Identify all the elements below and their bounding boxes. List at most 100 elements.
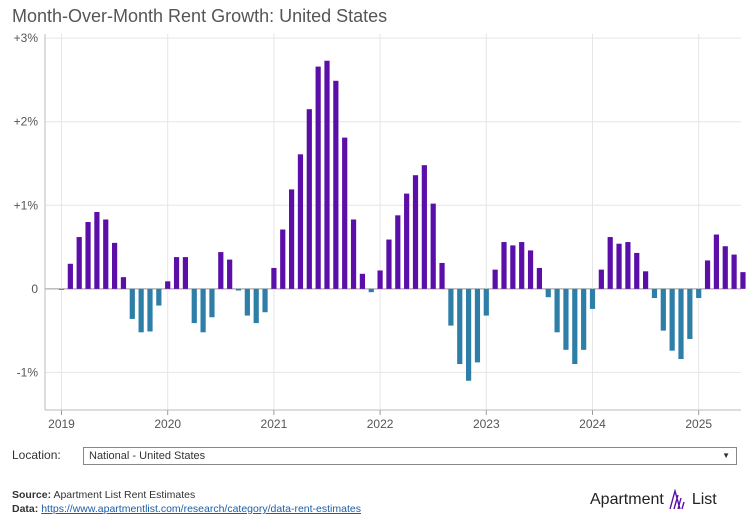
data-bar [165, 281, 171, 289]
data-bar [589, 288, 596, 309]
data-bar [696, 288, 702, 299]
data-bar [466, 288, 472, 381]
data-bar [395, 215, 401, 289]
data-bar [173, 257, 180, 289]
data-bar [448, 288, 454, 326]
data-bar [687, 288, 693, 339]
x-tick-label: 2022 [367, 417, 394, 431]
data-bar [474, 288, 481, 363]
data-bar [85, 222, 91, 289]
y-tick-label: +1% [14, 198, 39, 212]
data-bar [563, 288, 569, 350]
data-bar [527, 250, 534, 289]
data-bar [607, 237, 613, 289]
data-bar [501, 242, 507, 289]
data-bar [94, 211, 100, 289]
data-bar [280, 229, 286, 289]
data-bar [704, 260, 711, 289]
data-bar [536, 267, 542, 289]
data-bar [713, 234, 719, 289]
data-bar [191, 288, 197, 324]
x-tick-label: 2021 [261, 417, 288, 431]
data-bar [262, 288, 268, 313]
data-bar [669, 288, 675, 351]
data-bar [634, 252, 640, 289]
data-bar [581, 288, 587, 350]
x-tick-label: 2023 [473, 417, 500, 431]
data-bar [129, 288, 135, 319]
data-bar [120, 277, 127, 289]
data-bar [227, 259, 233, 289]
data-bar [492, 269, 498, 289]
data-bar [253, 288, 259, 324]
data-bar [289, 189, 295, 289]
data-bar [333, 80, 339, 289]
data-bar [457, 288, 463, 365]
location-select[interactable]: National - United States ▼ [83, 447, 737, 465]
data-bar [235, 288, 242, 291]
y-tick-label: +3% [14, 31, 39, 45]
data-bar [182, 257, 188, 289]
data-bar [156, 288, 162, 306]
data-bar [740, 272, 746, 289]
location-selected-value: National - United States [89, 450, 206, 462]
data-bar [297, 154, 304, 289]
data-bar [103, 219, 109, 289]
x-tick-label: 2025 [685, 417, 712, 431]
data-bar [421, 165, 427, 289]
data-bar [218, 252, 224, 289]
data-bar [386, 239, 392, 289]
chevron-down-icon[interactable]: ▼ [722, 451, 730, 460]
location-label: Location: [12, 448, 61, 462]
chart-title: Month-Over-Month Rent Growth: United Sta… [12, 6, 388, 26]
data-bar [412, 175, 419, 289]
data-bar [147, 288, 153, 332]
data-bar [315, 66, 321, 289]
data-bar [368, 288, 374, 293]
data-bar [350, 219, 357, 289]
data-bar [112, 242, 118, 289]
data-bar [244, 288, 250, 316]
logo-word-list: List [691, 491, 717, 508]
data-bar [483, 288, 489, 316]
data-link[interactable]: https://www.apartmentlist.com/research/c… [41, 503, 361, 515]
x-tick-label: 2019 [48, 417, 75, 431]
data-label: Data: [12, 503, 39, 515]
data-bar [359, 273, 365, 289]
data-bar [510, 245, 516, 289]
data-bar [678, 288, 684, 360]
data-bar [439, 262, 445, 289]
source-text: Apartment List Rent Estimates [53, 489, 196, 501]
data-bar [209, 288, 215, 318]
logo-mark-icon [669, 489, 685, 510]
logo-word-apartment: Apartment [590, 491, 664, 508]
data-bar [306, 109, 312, 289]
data-bar [545, 288, 551, 298]
data-bar [58, 288, 65, 290]
source-line: Source: Apartment List Rent Estimates [12, 489, 195, 501]
y-tick-label: +2% [14, 115, 39, 129]
data-bar [572, 288, 578, 365]
rent-growth-chart: +3% +2% +1% 0 -1% 2019 2020 2021 2022 2023 2024 202… [14, 31, 746, 431]
y-tick-label: 0 [31, 282, 38, 296]
data-bar [651, 288, 658, 299]
source-label: Source: [12, 489, 52, 501]
data-bar [616, 243, 622, 289]
data-bar [200, 288, 206, 333]
data-bar [554, 288, 560, 333]
data-bar [342, 137, 348, 289]
data-bar [643, 271, 649, 289]
data-bar [660, 288, 666, 331]
data-bar [731, 254, 737, 289]
data-bar [625, 242, 631, 289]
y-tick-label: -1% [17, 365, 39, 379]
apartment-list-logo: Apartment List [590, 489, 717, 511]
data-line: Data: https://www.apartmentlist.com/rese… [12, 503, 361, 515]
data-bar [404, 193, 410, 289]
data-bar [430, 203, 436, 289]
data-bar [598, 269, 604, 289]
x-tick-label: 2024 [579, 417, 606, 431]
data-bar [67, 263, 73, 289]
data-bar [76, 237, 82, 289]
data-bar [377, 270, 383, 289]
